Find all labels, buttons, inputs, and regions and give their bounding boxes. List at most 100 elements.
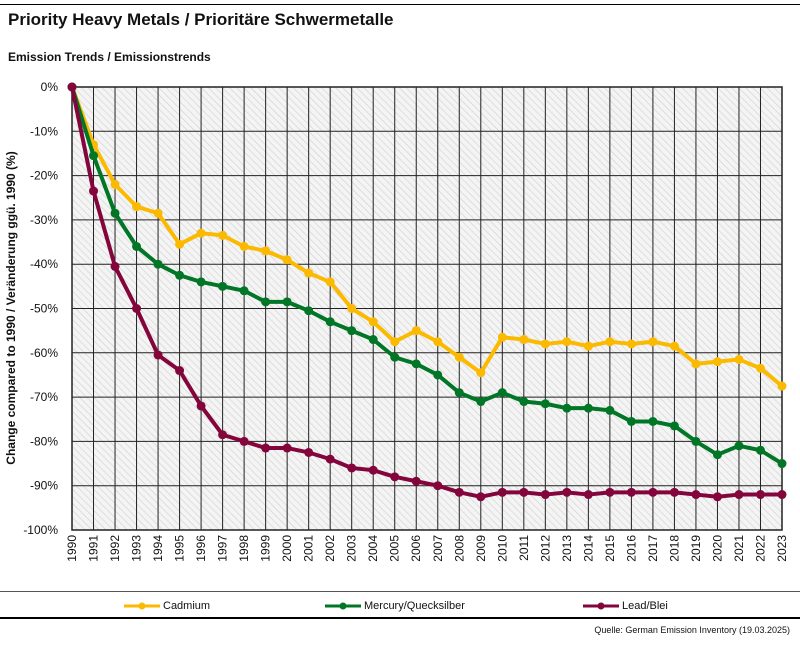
y-tick-label: -40%	[30, 257, 58, 271]
x-tick-label: 2023	[775, 535, 789, 562]
mercury-data-point	[755, 445, 765, 455]
mercury-data-point	[153, 259, 163, 269]
mercury-data-point	[777, 459, 787, 469]
lead-data-point	[368, 465, 378, 475]
source-note: Quelle: German Emission Inventory (19.03…	[594, 625, 790, 635]
y-tick-label: 0%	[41, 80, 59, 94]
cadmium-data-point	[562, 337, 572, 347]
lead-data-point	[347, 463, 357, 473]
cadmium-data-point	[153, 208, 163, 218]
chart-subtitle: Emission Trends / Emissionstrends	[8, 50, 211, 64]
cadmium-data-point	[626, 339, 636, 349]
x-tick-label: 1997	[216, 535, 230, 562]
y-axis-label: Change compared to 1990 / Veränderung gg…	[4, 151, 18, 464]
cadmium-data-point	[304, 268, 314, 278]
x-tick-label: 2009	[474, 535, 488, 562]
legend-top-rule	[0, 591, 800, 592]
y-tick-label: -50%	[30, 302, 58, 316]
mercury-data-point	[368, 335, 378, 345]
cadmium-data-point	[454, 352, 464, 362]
cadmium-data-point	[390, 337, 400, 347]
x-tick-label: 2018	[667, 535, 681, 562]
legend-label: Cadmium	[163, 600, 211, 612]
cadmium-data-point	[734, 354, 744, 364]
legend-label: Lead/Blei	[622, 600, 668, 612]
mercury-data-point	[691, 436, 701, 446]
legend-bottom-rule	[0, 617, 800, 619]
y-tick-label: -20%	[30, 169, 58, 183]
cadmium-data-point	[282, 255, 292, 265]
x-tick-label: 2012	[538, 535, 552, 562]
x-tick-label: 1991	[87, 535, 101, 562]
cadmium-data-point	[218, 230, 228, 240]
cadmium-data-point	[196, 228, 206, 238]
lead-data-point	[433, 481, 443, 491]
x-tick-label: 1993	[130, 535, 144, 562]
lead-data-point	[626, 487, 636, 497]
x-tick-label: 1992	[108, 535, 122, 562]
lead-data-point	[605, 487, 615, 497]
mercury-data-point	[519, 397, 529, 407]
cadmium-data-point	[132, 202, 142, 212]
cadmium-data-point	[691, 359, 701, 369]
x-tick-label: 2007	[431, 535, 445, 562]
cadmium-data-point	[777, 381, 787, 391]
mercury-data-point	[734, 441, 744, 451]
x-tick-label: 2005	[388, 535, 402, 562]
lead-data-point	[497, 487, 507, 497]
mercury-data-point	[648, 416, 658, 426]
y-tick-label: -10%	[30, 124, 58, 138]
x-tick-label: 1995	[173, 535, 187, 562]
lead-data-point	[153, 350, 163, 360]
lead-data-point	[390, 472, 400, 482]
lead-data-point	[67, 82, 77, 92]
x-tick-label: 2013	[560, 535, 574, 562]
lead-data-point	[583, 490, 593, 500]
mercury-data-point	[583, 403, 593, 413]
mercury-data-point	[175, 270, 185, 280]
legend-item-mercury: Mercury/Quecksilber	[325, 600, 465, 612]
mercury-series-line	[70, 86, 784, 466]
y-tick-label: -90%	[30, 479, 58, 493]
x-tick-label: 2014	[581, 535, 595, 562]
mercury-data-point	[454, 388, 464, 398]
cadmium-data-point	[755, 363, 765, 373]
mercury-data-point	[347, 326, 357, 336]
cadmium-data-point	[325, 277, 335, 287]
top-rule	[0, 4, 800, 5]
cadmium-data-point	[239, 241, 249, 251]
mercury-data-point	[411, 359, 421, 369]
mercury-data-point	[562, 403, 572, 413]
cadmium-data-point	[669, 341, 679, 351]
y-tick-label: -100%	[23, 523, 58, 537]
lead-data-point	[132, 304, 142, 313]
x-tick-label: 2016	[624, 535, 638, 562]
mercury-data-point	[110, 208, 120, 218]
x-tick-label: 2021	[732, 535, 746, 562]
cadmium-data-point	[497, 332, 507, 342]
mercury-data-point	[304, 306, 314, 316]
lead-data-point	[648, 487, 658, 497]
lead-data-point	[325, 454, 335, 464]
x-tick-label: 2002	[323, 535, 337, 562]
x-tick-label: 2010	[495, 535, 509, 562]
lead-data-point	[454, 487, 464, 497]
cadmium-data-point	[648, 337, 658, 347]
lead-data-point	[669, 487, 679, 497]
lead-data-point	[540, 490, 550, 500]
x-tick-label: 1999	[259, 535, 273, 562]
x-tick-label: 2008	[452, 535, 466, 562]
plot-border	[71, 86, 783, 531]
cadmium-data-point	[261, 246, 271, 256]
cadmium-data-point	[411, 326, 421, 336]
y-tick-label: -80%	[30, 434, 58, 448]
cadmium-data-point	[433, 337, 443, 347]
mercury-data-point	[605, 405, 615, 415]
mercury-data-point	[196, 277, 206, 287]
lead-data-point	[110, 261, 120, 271]
mercury-data-point	[540, 399, 550, 409]
x-tick-label: 1996	[194, 535, 208, 562]
legend-label: Mercury/Quecksilber	[364, 600, 465, 612]
x-tick-label: 2020	[710, 535, 724, 562]
mercury-data-point	[626, 416, 636, 426]
